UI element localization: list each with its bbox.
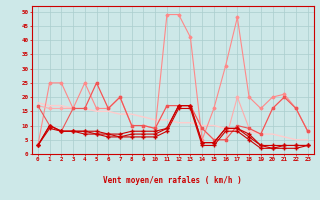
X-axis label: Vent moyen/en rafales ( km/h ): Vent moyen/en rafales ( km/h ) — [103, 176, 242, 185]
